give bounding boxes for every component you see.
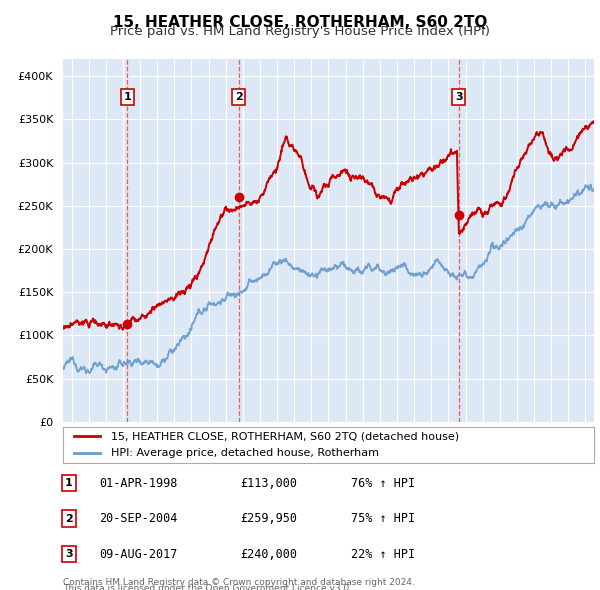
Text: £259,950: £259,950 <box>240 512 297 525</box>
Text: Contains HM Land Registry data © Crown copyright and database right 2024.: Contains HM Land Registry data © Crown c… <box>63 578 415 587</box>
Text: 15, HEATHER CLOSE, ROTHERHAM, S60 2TQ (detached house): 15, HEATHER CLOSE, ROTHERHAM, S60 2TQ (d… <box>111 431 459 441</box>
Text: Price paid vs. HM Land Registry's House Price Index (HPI): Price paid vs. HM Land Registry's House … <box>110 25 490 38</box>
Text: 76% ↑ HPI: 76% ↑ HPI <box>351 477 415 490</box>
Text: 2: 2 <box>235 92 242 102</box>
Text: 01-APR-1998: 01-APR-1998 <box>99 477 178 490</box>
Text: HPI: Average price, detached house, Rotherham: HPI: Average price, detached house, Roth… <box>111 448 379 458</box>
Text: 15, HEATHER CLOSE, ROTHERHAM, S60 2TQ: 15, HEATHER CLOSE, ROTHERHAM, S60 2TQ <box>113 15 487 30</box>
Text: 20-SEP-2004: 20-SEP-2004 <box>99 512 178 525</box>
Text: 22% ↑ HPI: 22% ↑ HPI <box>351 548 415 560</box>
Text: 1: 1 <box>124 92 131 102</box>
Text: 1: 1 <box>65 478 73 488</box>
Text: 75% ↑ HPI: 75% ↑ HPI <box>351 512 415 525</box>
Text: 3: 3 <box>65 549 73 559</box>
Text: £113,000: £113,000 <box>240 477 297 490</box>
Text: 3: 3 <box>455 92 463 102</box>
Text: £240,000: £240,000 <box>240 548 297 560</box>
Text: 2: 2 <box>65 514 73 523</box>
Text: 09-AUG-2017: 09-AUG-2017 <box>99 548 178 560</box>
Text: This data is licensed under the Open Government Licence v3.0.: This data is licensed under the Open Gov… <box>63 584 352 590</box>
